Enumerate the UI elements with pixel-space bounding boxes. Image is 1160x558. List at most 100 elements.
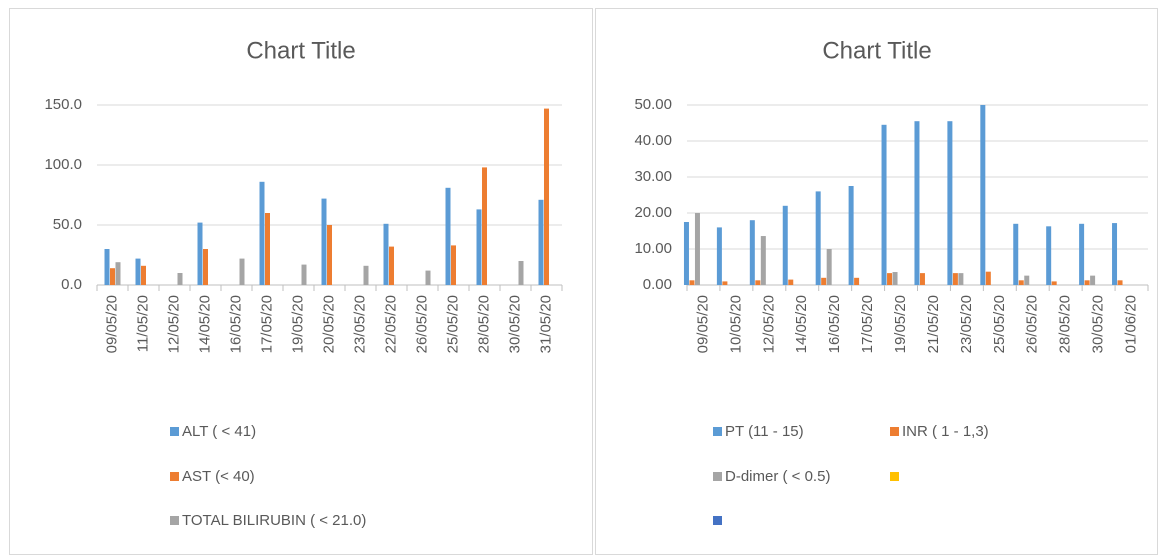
bar bbox=[239, 258, 245, 285]
bar bbox=[321, 198, 327, 285]
bar bbox=[985, 271, 991, 285]
legend-swatch bbox=[890, 427, 899, 436]
y-tick-label: 40.00 bbox=[634, 132, 672, 149]
x-tick-label: 16/05/20 bbox=[227, 295, 244, 353]
bar bbox=[538, 199, 544, 285]
legend-label: PT (11 - 15) bbox=[725, 423, 804, 440]
bar bbox=[821, 277, 827, 285]
x-tick-label: 21/05/20 bbox=[925, 295, 942, 353]
bar bbox=[141, 265, 146, 285]
bar bbox=[881, 124, 887, 285]
legend-swatch bbox=[170, 427, 179, 436]
legend-swatch bbox=[713, 427, 722, 436]
bar bbox=[1018, 280, 1024, 285]
bar bbox=[722, 281, 728, 285]
legend-label: INR ( 1 - 1,3) bbox=[902, 423, 989, 440]
legend-swatch bbox=[890, 472, 899, 481]
x-tick-label: 17/05/20 bbox=[258, 295, 275, 353]
x-tick-label: 19/05/20 bbox=[892, 295, 909, 353]
x-tick-label: 28/05/20 bbox=[1057, 295, 1074, 353]
bar bbox=[425, 270, 431, 285]
bar bbox=[694, 213, 700, 285]
x-tick-label: 09/05/20 bbox=[694, 295, 711, 353]
bar bbox=[980, 105, 986, 285]
bar bbox=[327, 225, 332, 285]
bar bbox=[301, 264, 307, 285]
chart-frame bbox=[9, 8, 593, 555]
x-tick-label: 10/05/20 bbox=[727, 295, 744, 353]
x-tick-label: 14/05/20 bbox=[196, 295, 213, 353]
legend-label: ALT ( < 41) bbox=[182, 423, 256, 440]
bar bbox=[952, 273, 958, 285]
x-tick-label: 16/05/20 bbox=[826, 295, 843, 353]
bar bbox=[782, 205, 788, 285]
bar bbox=[958, 273, 964, 285]
legend-swatch bbox=[170, 472, 179, 481]
y-tick-label: 0.00 bbox=[643, 276, 672, 293]
legend-label: TOTAL BILIRUBIN ( < 21.0) bbox=[182, 512, 366, 529]
bar bbox=[115, 262, 121, 285]
y-tick-label: 20.00 bbox=[634, 204, 672, 221]
bar bbox=[177, 273, 183, 285]
bar bbox=[760, 236, 766, 285]
x-tick-label: 28/05/20 bbox=[475, 295, 492, 353]
chart-frame bbox=[595, 8, 1158, 555]
bar bbox=[854, 277, 860, 285]
x-tick-label: 01/06/20 bbox=[1123, 295, 1140, 353]
x-tick-label: 30/05/20 bbox=[506, 295, 523, 353]
bar bbox=[919, 273, 925, 285]
bar bbox=[476, 209, 482, 285]
y-tick-label: 50.0 bbox=[53, 216, 82, 233]
y-tick-label: 30.00 bbox=[634, 168, 672, 185]
legend-swatch bbox=[713, 516, 722, 525]
bar bbox=[445, 187, 451, 285]
bar bbox=[451, 245, 456, 285]
x-tick-label: 25/05/20 bbox=[444, 295, 461, 353]
bar bbox=[892, 272, 898, 285]
bar bbox=[749, 220, 755, 285]
bar bbox=[1084, 280, 1090, 285]
x-tick-label: 17/05/20 bbox=[859, 295, 876, 353]
bar bbox=[947, 121, 953, 285]
bar bbox=[1051, 281, 1057, 285]
bar bbox=[518, 261, 524, 285]
x-tick-label: 22/05/20 bbox=[382, 295, 399, 353]
bar bbox=[482, 167, 487, 285]
bar bbox=[788, 279, 794, 285]
legend-label: AST (< 40) bbox=[182, 468, 255, 485]
bar bbox=[755, 280, 761, 285]
legend-swatch bbox=[170, 516, 179, 525]
bar bbox=[383, 223, 389, 285]
chart-title: Chart Title bbox=[822, 37, 931, 64]
x-tick-label: 26/05/20 bbox=[1024, 295, 1041, 353]
y-tick-label: 150.0 bbox=[44, 96, 82, 113]
x-tick-label: 11/05/20 bbox=[134, 295, 151, 352]
bar bbox=[203, 249, 208, 285]
x-tick-label: 09/05/20 bbox=[103, 295, 120, 353]
x-tick-label: 25/05/20 bbox=[991, 295, 1008, 353]
x-tick-label: 20/05/20 bbox=[320, 295, 337, 353]
x-tick-label: 31/05/20 bbox=[537, 295, 554, 353]
bar bbox=[815, 191, 821, 285]
bar bbox=[363, 265, 369, 285]
bar bbox=[1112, 223, 1118, 285]
bar bbox=[1117, 280, 1123, 285]
bar bbox=[389, 246, 394, 285]
bar bbox=[848, 186, 854, 285]
legend-label: D-dimer ( < 0.5) bbox=[725, 468, 830, 485]
x-tick-label: 30/05/20 bbox=[1090, 295, 1107, 353]
bar bbox=[689, 280, 695, 285]
y-tick-label: 50.00 bbox=[634, 96, 672, 113]
y-tick-label: 0.0 bbox=[61, 276, 82, 293]
x-tick-label: 14/05/20 bbox=[793, 295, 810, 353]
bar bbox=[265, 213, 270, 285]
bar bbox=[259, 181, 265, 285]
bar bbox=[826, 249, 832, 285]
bar bbox=[1013, 223, 1019, 285]
bar bbox=[1046, 226, 1052, 285]
legend-swatch bbox=[713, 472, 722, 481]
chart-title: Chart Title bbox=[246, 37, 355, 64]
bar bbox=[1079, 223, 1085, 285]
bar bbox=[135, 258, 141, 285]
bar bbox=[110, 268, 115, 285]
